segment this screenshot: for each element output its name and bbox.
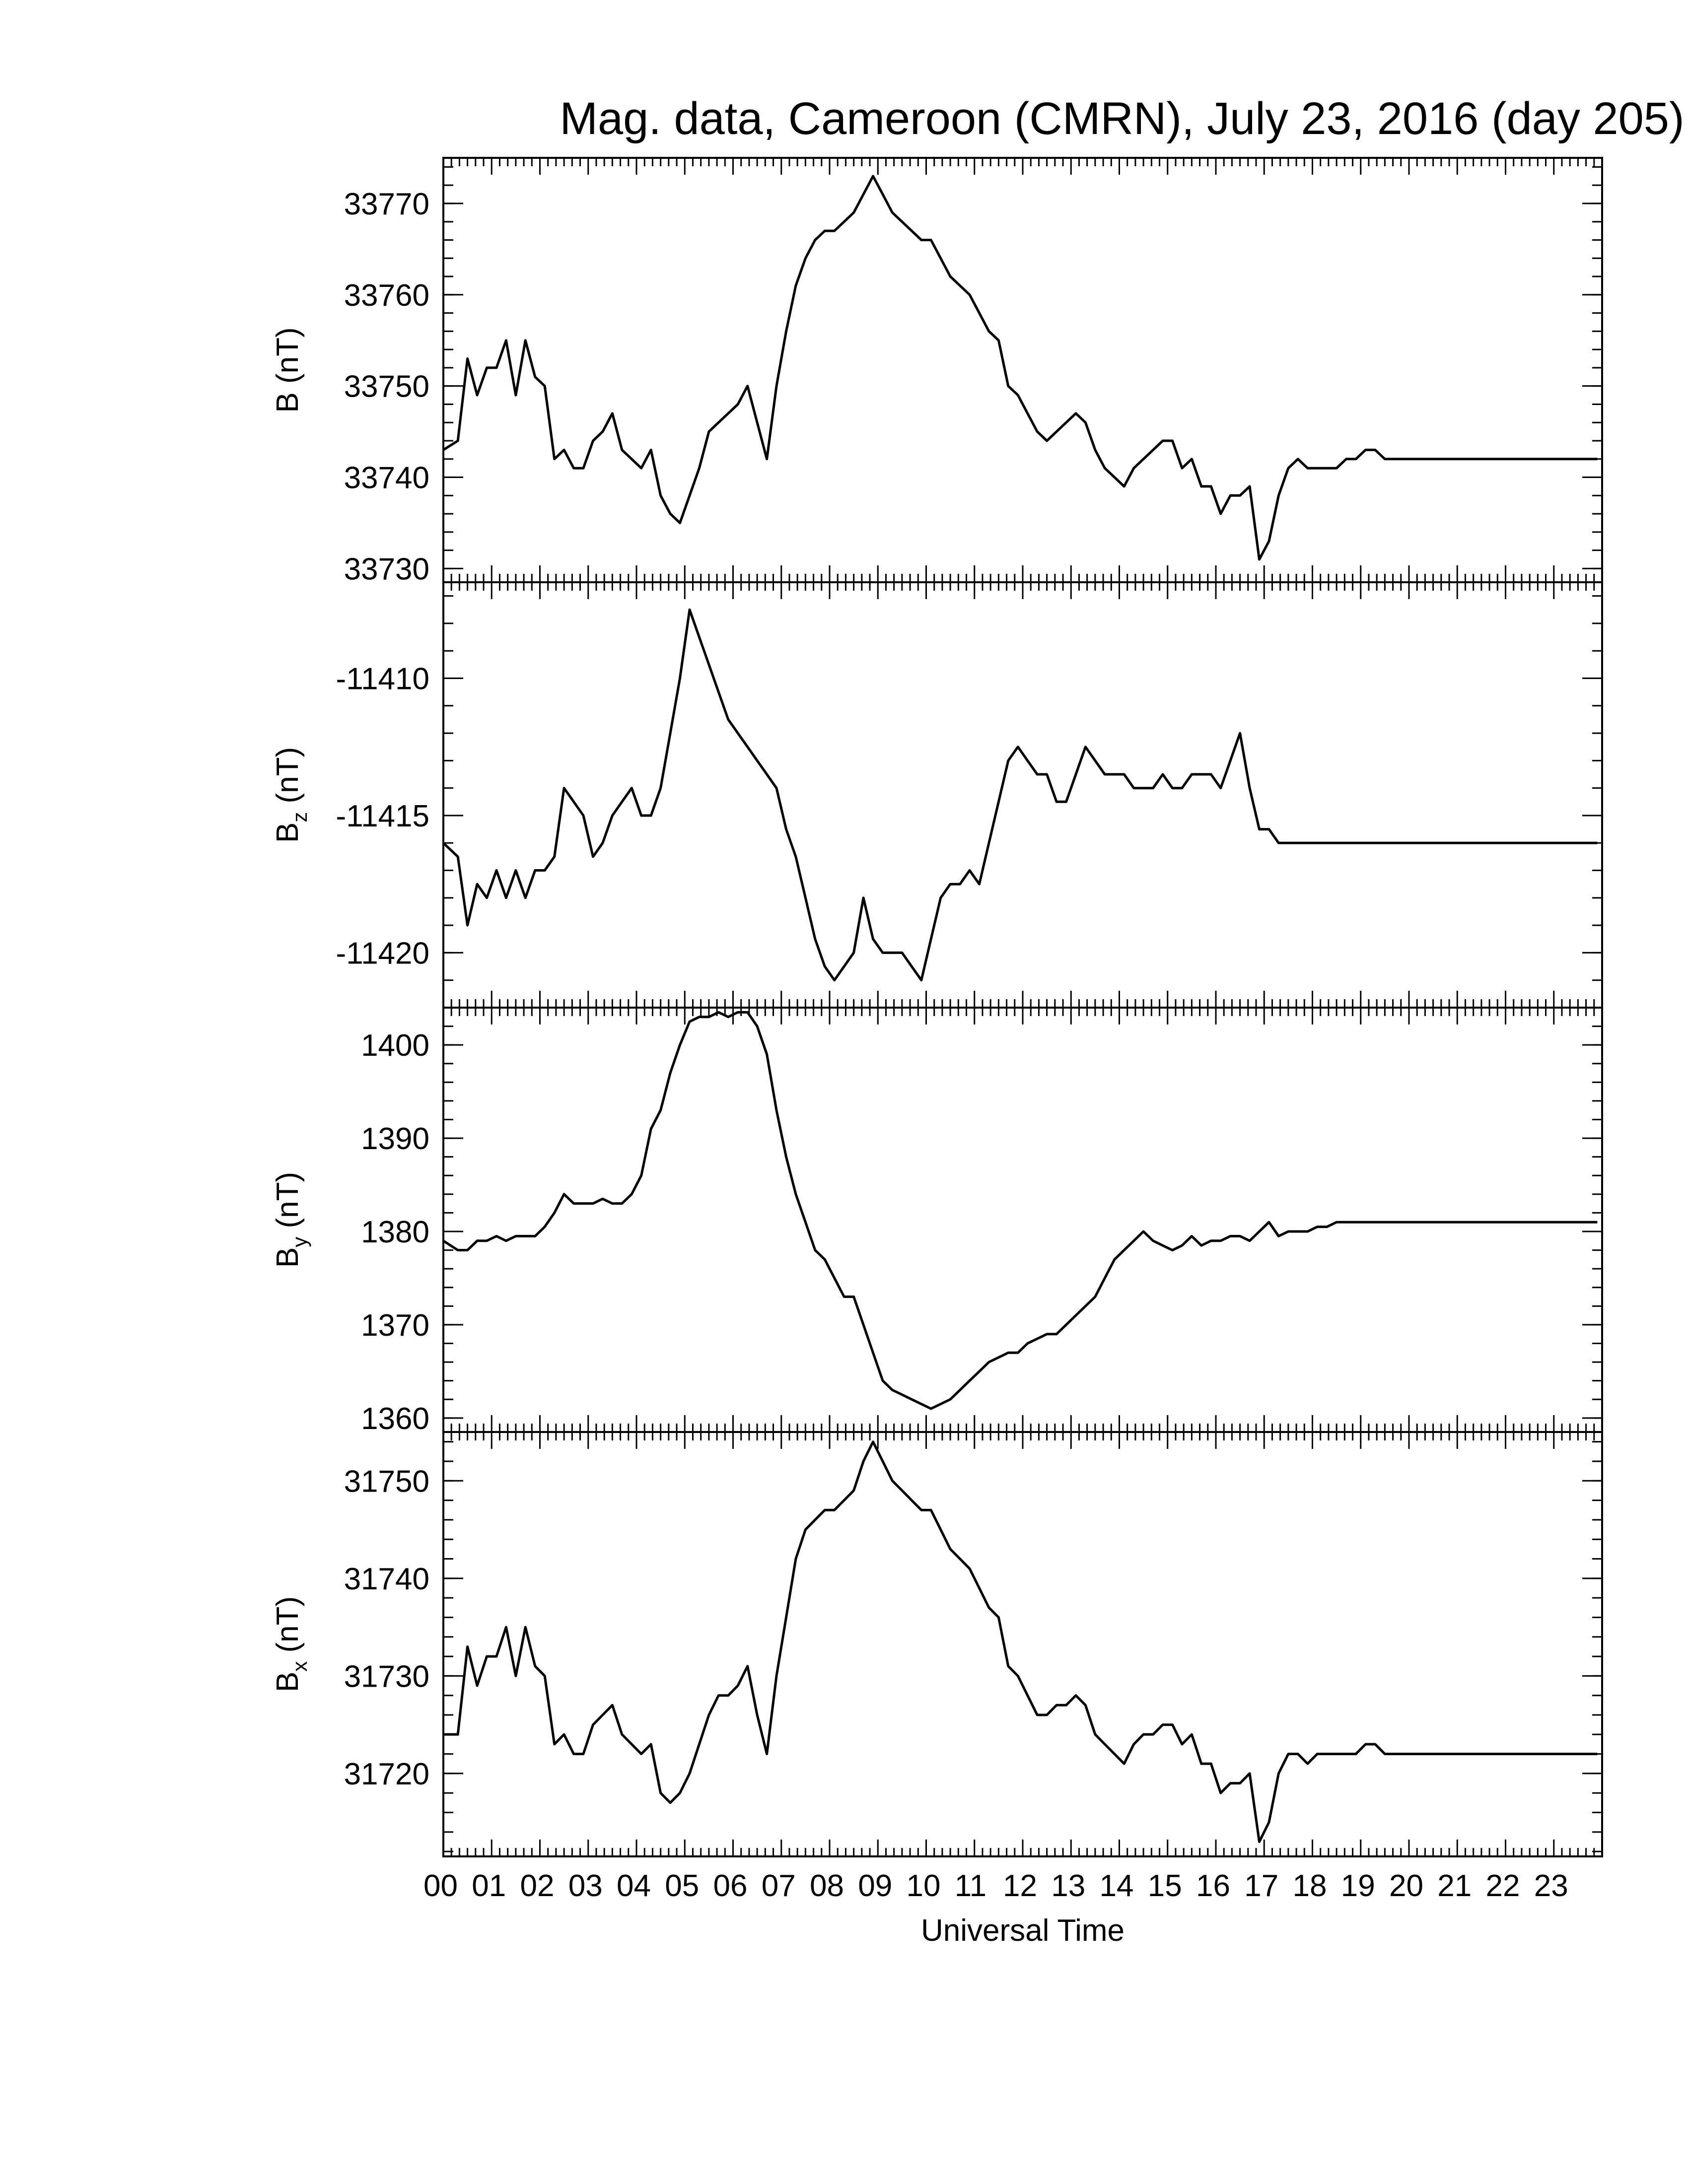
x-tick-label: 12 (1003, 1869, 1037, 1903)
y-axis-label-B: B (nT) (271, 327, 305, 412)
panel-By: 1360 1370 1380 1390 1400 By (nT) (271, 1007, 1603, 1436)
x-tick-label: 00 (423, 1869, 458, 1903)
x-tick-label: 11 (955, 1869, 986, 1903)
x-tick-label: 15 (1148, 1869, 1182, 1903)
y-tick-label: 33760 (344, 278, 429, 313)
x-tick-label: 21 (1437, 1869, 1472, 1903)
y-tick-label: -11415 (336, 799, 429, 833)
x-tick-label: 10 (907, 1869, 941, 1903)
x-tick-label: 04 (617, 1869, 651, 1903)
y-axis-label-Bz: Bz (nT) (271, 747, 311, 843)
y-tick-label: 31750 (344, 1464, 429, 1499)
x-tick-label: 16 (1196, 1869, 1230, 1903)
y-tick-label: 31740 (344, 1562, 429, 1596)
x-tick-label: 03 (568, 1869, 603, 1903)
panel-frame-B (442, 157, 1603, 583)
y-axis-label-main: B (271, 392, 305, 412)
y-axis-label-unit: (nT) (271, 1172, 305, 1237)
x-tick-label: 20 (1389, 1869, 1423, 1903)
chart-title: Mag. data, Cameroon (CMRN), July 23, 201… (560, 93, 1684, 144)
y-axis-label-main: B (271, 1672, 305, 1692)
x-tick-label: 05 (665, 1869, 699, 1903)
x-tick-label: 08 (810, 1869, 844, 1903)
y-axis-label-subscript: y (288, 1237, 311, 1247)
x-tick-label: 13 (1051, 1869, 1085, 1903)
y-tick-label: 33750 (344, 370, 429, 404)
x-axis-group: 00 01 02 03 04 05 06 07 08 09 10 11 12 13 14 15 16 17 18 19… (423, 1869, 1568, 1903)
series-line-B (442, 175, 1598, 561)
y-tick-label: -11410 (336, 662, 429, 696)
series-line-Bz (442, 608, 1598, 982)
x-tick-label: 17 (1244, 1869, 1278, 1903)
y-axis-label-subscript: x (288, 1661, 311, 1672)
y-tick-label: 33730 (344, 552, 429, 586)
x-tick-label: 18 (1293, 1869, 1327, 1903)
x-tick-label: 19 (1341, 1869, 1375, 1903)
y-tick-label: 1380 (361, 1215, 429, 1249)
y-tick-label: 31730 (344, 1659, 429, 1694)
x-tick-label: 14 (1100, 1869, 1134, 1903)
y-tick-label: 33770 (344, 187, 429, 221)
panel-frame-Bx (442, 1431, 1603, 1857)
y-tick-label: 1400 (361, 1028, 429, 1063)
y-tick-label: 33740 (344, 461, 429, 495)
y-axis-label-main: B (271, 1247, 305, 1268)
x-tick-label: 07 (762, 1869, 796, 1903)
y-tick-label: 1390 (361, 1122, 429, 1156)
y-axis-label-unit: (nT) (271, 747, 305, 812)
x-tick-label: 06 (713, 1869, 748, 1903)
y-axis-label-main: B (271, 822, 305, 843)
panel-Bz: -11420 -11415 -11410 Bz (nT) (271, 581, 1603, 1009)
panel-Bx: 31720 31730 31740 31750 Bx (nT) (271, 1431, 1603, 1857)
y-axis-label-unit: (nT) (271, 1596, 305, 1661)
x-tick-label: 22 (1486, 1869, 1520, 1903)
series-line-By (442, 1011, 1598, 1410)
x-tick-label: 02 (520, 1869, 555, 1903)
y-axis-label-unit: (nT) (271, 327, 305, 392)
x-tick-label: 01 (472, 1869, 506, 1903)
y-axis-label-By: By (nT) (271, 1172, 311, 1268)
y-tick-label: 1360 (361, 1402, 429, 1436)
x-tick-label: 23 (1534, 1869, 1568, 1903)
y-tick-label: 31720 (344, 1757, 429, 1791)
panel-frame-By (442, 1007, 1603, 1433)
panel-frame-Bz (442, 581, 1603, 1009)
series-line-Bx (443, 1440, 1598, 1843)
y-axis-label-Bx: Bx (nT) (271, 1596, 311, 1692)
y-axis-label-subscript: z (288, 812, 311, 822)
x-tick-label: 09 (858, 1869, 892, 1903)
panel-B: 33730 33740 33750 33760 33770 B (nT) (271, 157, 1603, 586)
x-axis-label: Universal Time (921, 1913, 1125, 1948)
y-tick-label: 1370 (361, 1308, 429, 1343)
y-tick-label: -11420 (336, 936, 429, 970)
